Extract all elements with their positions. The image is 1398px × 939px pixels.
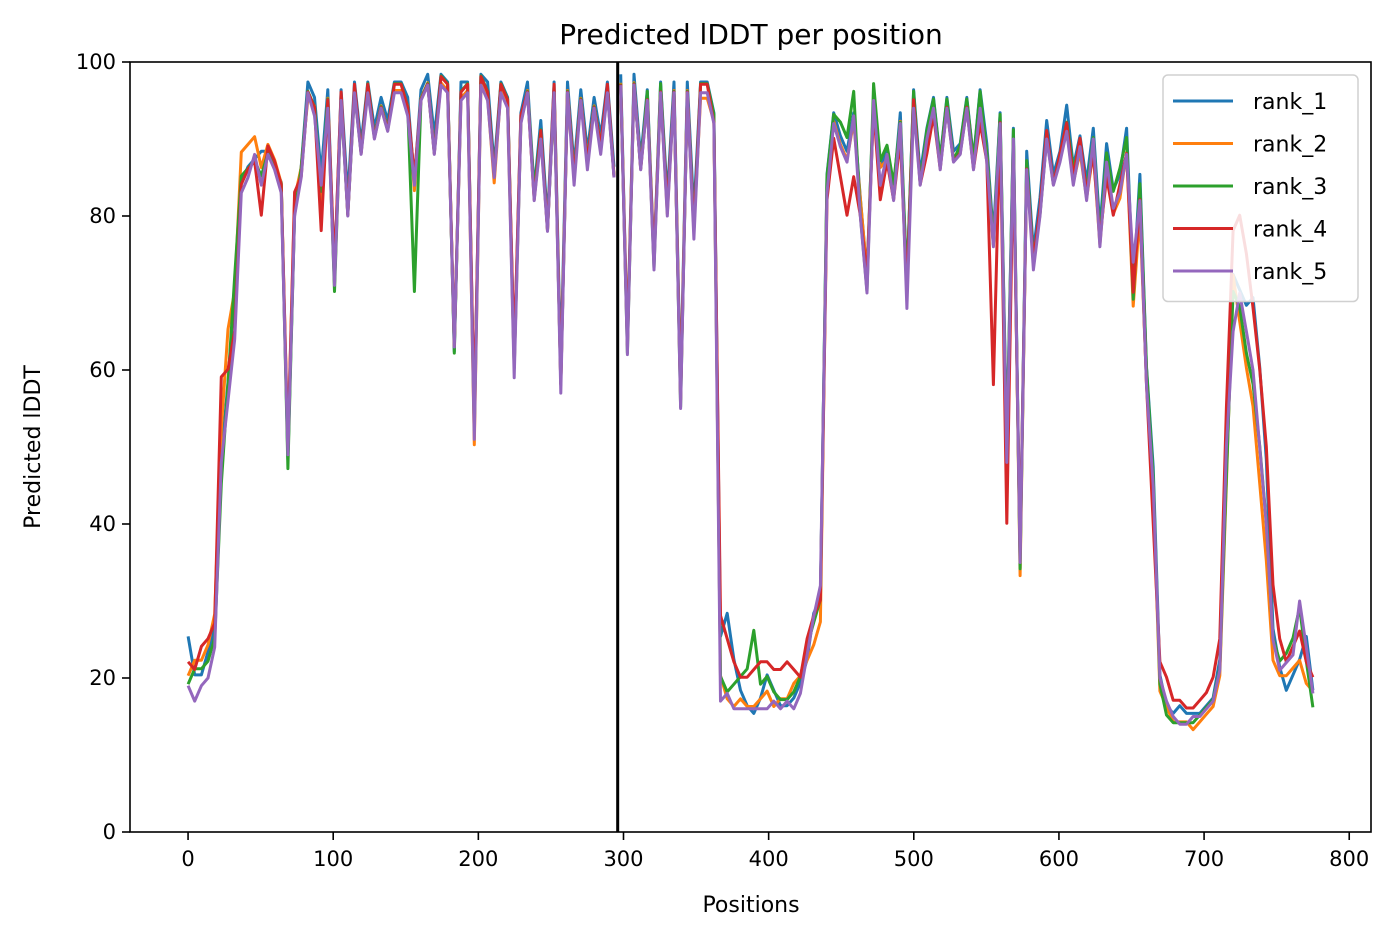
y-tick-label: 20 <box>89 666 116 690</box>
y-tick-label: 100 <box>76 50 116 74</box>
series-layer <box>186 72 1315 732</box>
y-tick-label: 40 <box>89 512 116 536</box>
x-tick-label: 600 <box>1039 847 1079 871</box>
legend-label-rank_1: rank_1 <box>1253 90 1327 115</box>
y-tick-label: 0 <box>103 820 116 844</box>
plot-frame <box>129 61 1372 833</box>
x-tick-label: 200 <box>458 847 498 871</box>
legend-label-rank_4: rank_4 <box>1253 218 1327 243</box>
legend: rank_1 rank_2 rank_3 rank_4 rank_5 <box>1162 74 1359 303</box>
x-tick-label: 800 <box>1329 847 1369 871</box>
series-line-rank_5-part-2 <box>619 83 1315 726</box>
x-axis-label: Positions <box>702 893 799 918</box>
y-axis: 0 20 40 60 80 100 <box>76 50 130 844</box>
y-axis-label: Predicted lDDT <box>21 365 46 529</box>
x-tick-label: 100 <box>313 847 353 871</box>
series-line-rank_5-part-1 <box>186 83 616 703</box>
x-tick-label: 700 <box>1184 847 1224 871</box>
chart-title: Predicted lDDT per position <box>559 18 943 51</box>
legend-box <box>1162 74 1359 303</box>
x-axis: 0 100 200 300 400 500 600 700 800 <box>181 832 1369 871</box>
y-tick-label: 60 <box>89 358 116 382</box>
x-tick-label: 300 <box>603 847 643 871</box>
x-tick-label: 400 <box>749 847 789 871</box>
legend-label-rank_3: rank_3 <box>1253 175 1327 200</box>
legend-label-rank_5: rank_5 <box>1253 260 1327 285</box>
x-tick-label: 0 <box>181 847 194 871</box>
legend-label-rank_2: rank_2 <box>1253 133 1327 158</box>
y-tick-label: 80 <box>89 204 116 228</box>
x-tick-label: 500 <box>894 847 934 871</box>
